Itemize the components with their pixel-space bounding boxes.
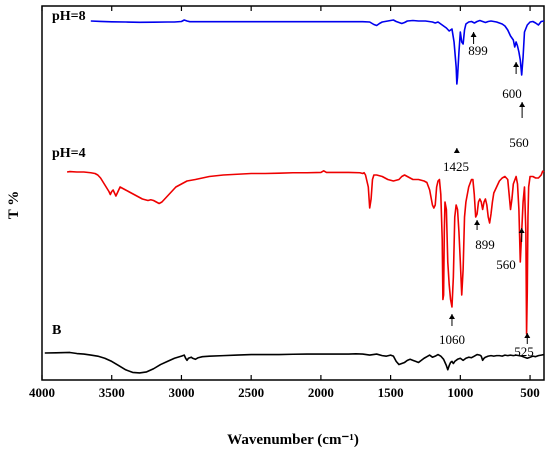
annotation-arrowhead (519, 102, 526, 107)
annotation-label: 899 (468, 43, 488, 58)
annotation-label: 525 (514, 344, 534, 359)
series-label: B (52, 323, 61, 338)
annotation-label: 899 (475, 237, 495, 252)
x-tick-label: 500 (520, 385, 540, 400)
series-line (66, 170, 545, 335)
series-label: pH=4 (52, 146, 86, 161)
annotation-label: 560 (496, 257, 516, 272)
annotation-arrowhead (470, 32, 477, 37)
annotation-label: 1425 (443, 159, 469, 174)
annotation-arrowhead (518, 228, 525, 233)
series-label: pH=8 (52, 9, 86, 24)
x-tick-label: 2500 (238, 385, 264, 400)
annotation-arrowhead (474, 220, 481, 225)
x-tick-label: 1000 (447, 385, 473, 400)
x-tick-label: 3000 (168, 385, 194, 400)
x-axis: 4000 3500 3000 2500 2000 1500 1000 500 (29, 6, 540, 400)
series-line (44, 351, 545, 374)
annotation-arrowhead (513, 62, 520, 67)
annotation-arrowhead (524, 333, 531, 338)
annotation-label: 560 (509, 135, 529, 150)
plot-frame (41, 5, 545, 381)
x-tick-label: 4000 (29, 385, 55, 400)
series-label-layer: pH=8 pH=4 B (52, 9, 86, 338)
annotation-arrowhead (453, 148, 460, 153)
y-axis-title: T % (6, 191, 22, 219)
x-tick-label: 2000 (308, 385, 334, 400)
annotation-label: 600 (502, 86, 522, 101)
annotation-label: 1060 (439, 332, 465, 347)
x-tick-label: 3500 (99, 385, 125, 400)
series-line (90, 19, 545, 85)
plot-area (41, 5, 545, 381)
annotation-arrowhead (448, 314, 455, 319)
series-layer (44, 19, 545, 374)
x-axis-title: Wavenumber (cm⁻¹) (227, 432, 359, 448)
x-tick-label: 1500 (378, 385, 404, 400)
